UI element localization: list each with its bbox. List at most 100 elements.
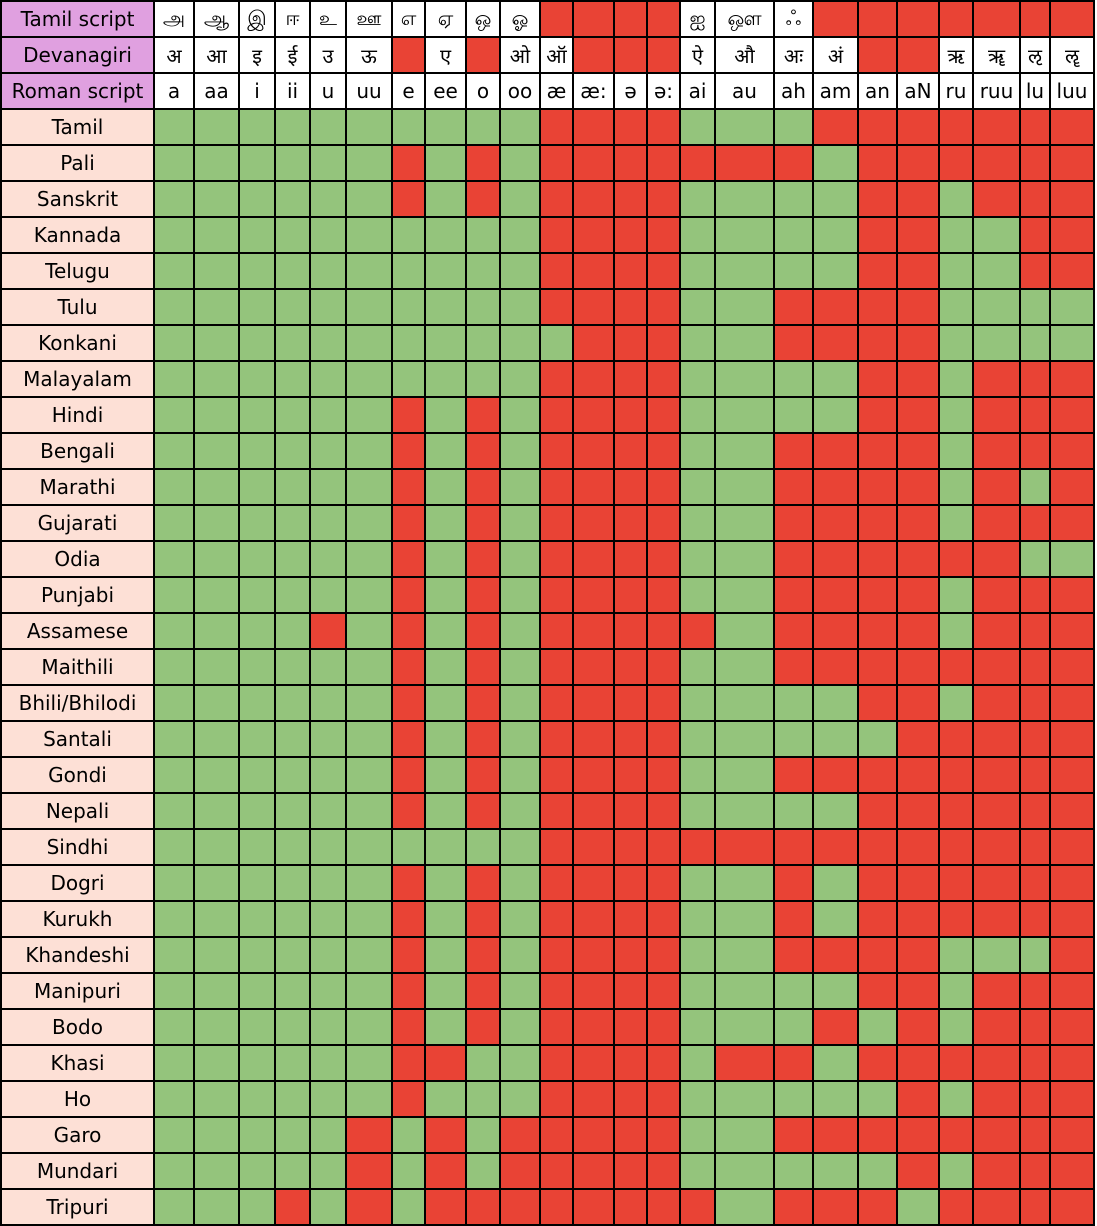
unsupported-cell xyxy=(391,468,426,506)
supported-cell xyxy=(193,180,240,218)
unsupported-cell xyxy=(391,504,426,542)
unsupported-cell xyxy=(896,612,940,650)
supported-cell xyxy=(345,828,393,866)
unsupported-cell xyxy=(896,720,940,758)
unsupported-cell xyxy=(391,792,426,830)
unsupported-cell xyxy=(391,144,426,182)
unsupported-cell xyxy=(465,684,501,722)
supported-cell xyxy=(274,108,311,146)
unsupported-cell xyxy=(499,1188,541,1226)
language-name: Sanskrit xyxy=(0,180,155,218)
unsupported-cell xyxy=(896,936,940,974)
supported-cell xyxy=(309,792,347,830)
supported-cell xyxy=(153,612,195,650)
roman-script-cell: am xyxy=(812,72,859,110)
supported-cell xyxy=(391,108,426,146)
supported-cell xyxy=(274,324,311,362)
supported-cell xyxy=(714,684,775,722)
supported-cell xyxy=(465,828,501,866)
unsupported-cell xyxy=(539,1044,574,1082)
supported-cell xyxy=(153,1152,195,1190)
unsupported-cell xyxy=(539,684,574,722)
supported-cell xyxy=(153,144,195,182)
unsupported-cell xyxy=(572,792,615,830)
supported-cell xyxy=(153,360,195,398)
unsupported-cell xyxy=(679,612,716,650)
supported-cell xyxy=(499,864,541,902)
supported-cell xyxy=(153,216,195,254)
supported-cell xyxy=(857,1080,898,1118)
supported-cell xyxy=(309,720,347,758)
unsupported-cell xyxy=(972,1080,1021,1118)
unsupported-cell xyxy=(572,756,615,794)
supported-cell xyxy=(499,504,541,542)
supported-cell xyxy=(773,684,814,722)
language-row: Garo xyxy=(0,1116,1095,1154)
supported-cell xyxy=(424,936,467,974)
supported-cell xyxy=(238,144,276,182)
supported-cell xyxy=(812,144,859,182)
unsupported-cell xyxy=(646,1152,681,1190)
unsupported-cell xyxy=(572,1080,615,1118)
language-row: Bodo xyxy=(0,1008,1095,1046)
supported-cell xyxy=(153,936,195,974)
supported-cell xyxy=(499,252,541,290)
roman-script-cell: aN xyxy=(896,72,940,110)
supported-cell xyxy=(424,828,467,866)
supported-cell xyxy=(309,1080,347,1118)
unsupported-cell xyxy=(896,540,940,578)
unsupported-cell xyxy=(613,1152,648,1190)
tamil-script-cell: ஃ xyxy=(773,0,814,38)
supported-cell xyxy=(679,936,716,974)
supported-cell xyxy=(193,612,240,650)
unsupported-cell xyxy=(613,180,648,218)
supported-cell xyxy=(679,324,716,362)
unsupported-cell xyxy=(391,396,426,434)
unsupported-cell xyxy=(613,216,648,254)
supported-cell xyxy=(465,1116,501,1154)
supported-cell xyxy=(345,468,393,506)
unsupported-cell xyxy=(572,576,615,614)
unsupported-cell xyxy=(613,468,648,506)
unsupported-cell xyxy=(539,1188,574,1226)
supported-cell xyxy=(465,252,501,290)
supported-cell xyxy=(499,1044,541,1082)
language-name: Hindi xyxy=(0,396,155,434)
supported-cell xyxy=(238,1008,276,1046)
unsupported-cell xyxy=(613,864,648,902)
unsupported-cell xyxy=(896,1008,940,1046)
supported-cell xyxy=(238,972,276,1010)
supported-cell xyxy=(679,756,716,794)
unsupported-cell xyxy=(857,468,898,506)
unsupported-cell xyxy=(1049,576,1095,614)
unsupported-cell xyxy=(465,540,501,578)
supported-cell xyxy=(679,792,716,830)
supported-cell xyxy=(938,360,974,398)
language-row: Telugu xyxy=(0,252,1095,290)
supported-cell xyxy=(153,576,195,614)
supported-cell xyxy=(238,180,276,218)
unsupported-cell xyxy=(1019,1116,1051,1154)
supported-cell xyxy=(193,576,240,614)
unsupported-cell xyxy=(1019,1044,1051,1082)
unsupported-cell xyxy=(613,576,648,614)
unsupported-cell xyxy=(679,144,716,182)
unsupported-cell xyxy=(1049,1116,1095,1154)
supported-cell xyxy=(424,360,467,398)
supported-cell xyxy=(679,108,716,146)
unsupported-cell xyxy=(857,936,898,974)
supported-cell xyxy=(309,252,347,290)
unsupported-cell xyxy=(572,828,615,866)
unsupported-cell xyxy=(1049,684,1095,722)
unsupported-cell xyxy=(1049,252,1095,290)
supported-cell xyxy=(238,468,276,506)
unsupported-cell xyxy=(896,432,940,470)
unsupported-cell xyxy=(613,1080,648,1118)
unsupported-cell xyxy=(896,396,940,434)
unsupported-cell xyxy=(938,648,974,686)
supported-cell xyxy=(309,1152,347,1190)
supported-cell xyxy=(972,288,1021,326)
unsupported-cell xyxy=(646,396,681,434)
unsupported-cell xyxy=(896,576,940,614)
unsupported-cell xyxy=(345,1152,393,1190)
